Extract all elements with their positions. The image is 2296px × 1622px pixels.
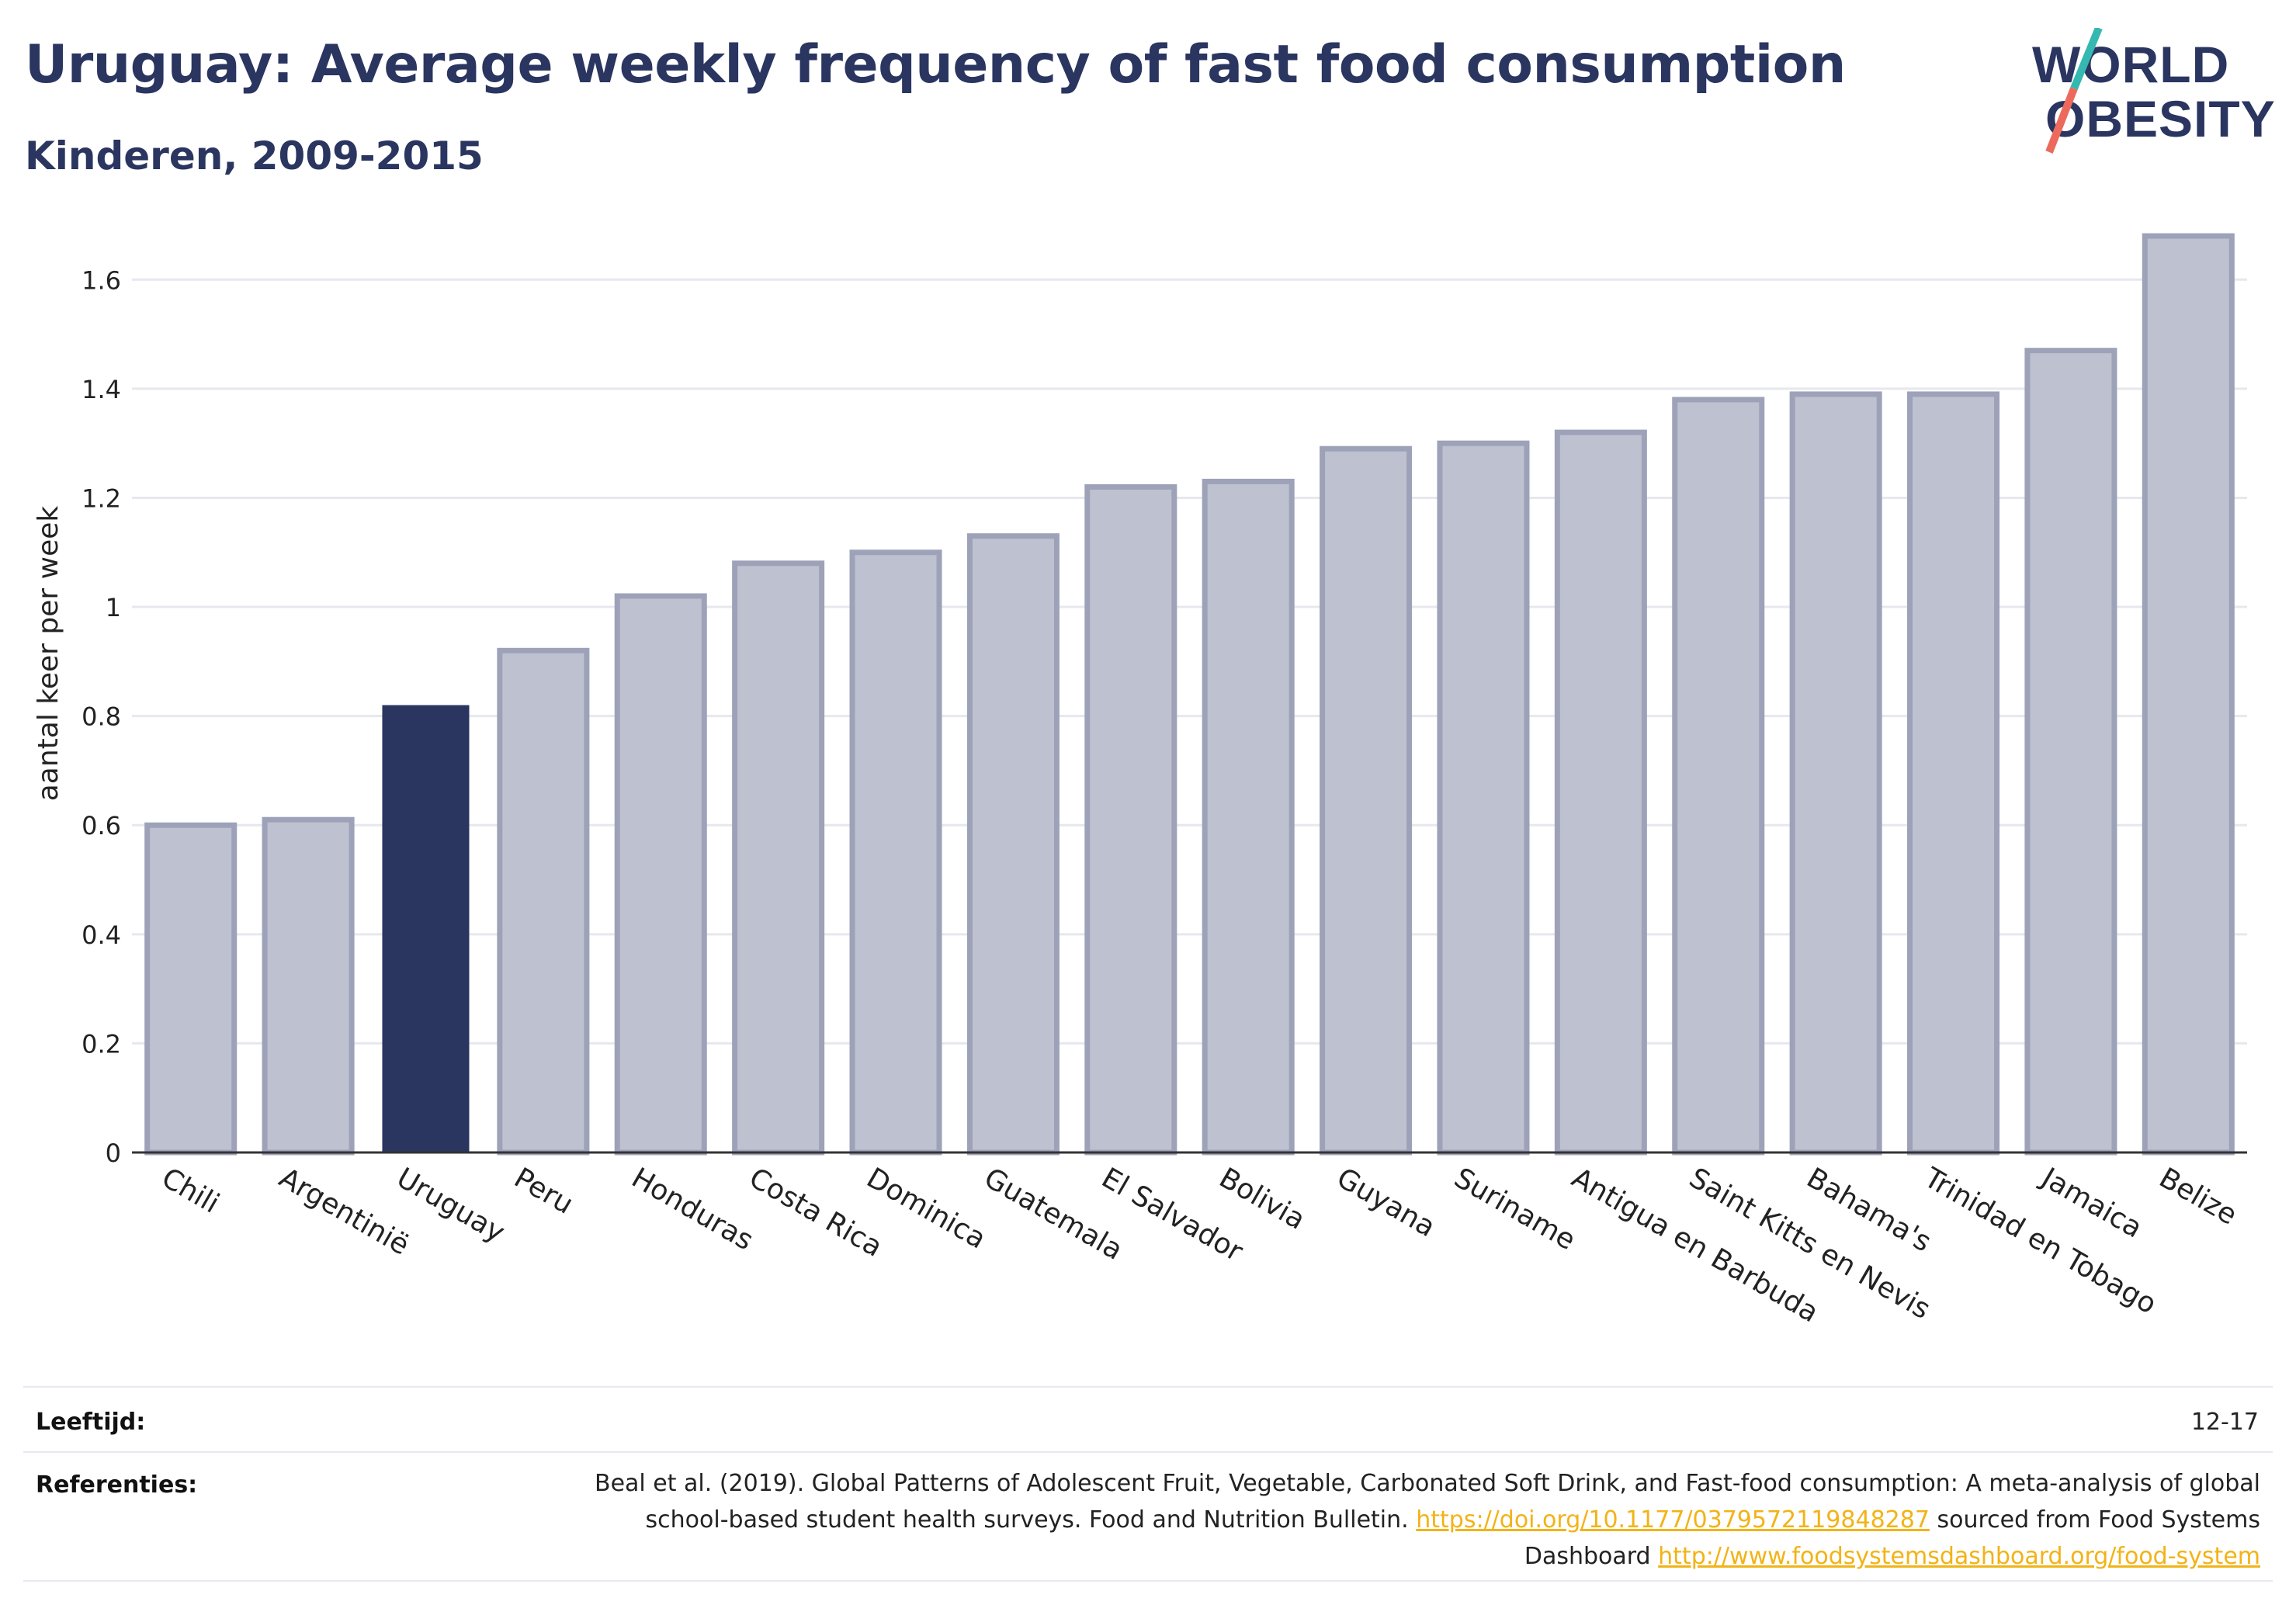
footer-divider-top [23,1386,2273,1388]
logo-slash-coral [2045,87,2078,154]
bar-costa-rica [732,560,825,1156]
references-label: Referenties: [36,1471,198,1499]
bar-belize [2142,233,2235,1156]
logo-word-world: WORLD [2032,36,2229,93]
world-obesity-logo: WORLD OBESITY [2032,28,2276,154]
bar-jamaica [2024,348,2117,1156]
bar-bolivia [1202,478,1295,1156]
doi-link[interactable]: https://doi.org/10.1177/0379572119848287 [1416,1506,1930,1534]
chart-title: Uruguay: Average weekly frequency of fas… [25,34,1846,95]
age-value: 12-17 [2190,1409,2259,1436]
gridlines [132,278,2247,1045]
references-text: Beal et al. (2019). Global Patterns of A… [553,1465,2260,1575]
bar-dominica [849,549,942,1156]
y-tick-label: 1.6 [82,265,121,295]
x-tick-label: Bolivia [1214,1162,1311,1236]
footer-divider-bottom [23,1580,2273,1582]
x-tick-label: Guyana [1331,1162,1441,1243]
y-tick-label: 1.4 [82,375,121,404]
x-tick-label: Argentinië [274,1162,414,1261]
bar-chili [144,822,238,1156]
x-tick-label: Peru [508,1162,578,1221]
y-tick-label: 0.4 [82,920,121,950]
bar-suriname [1437,440,1530,1156]
x-tick-label: Chili [156,1162,224,1219]
y-tick-label: 0.6 [82,811,121,840]
reference-source: sourced from Food Systems Dashboard [1524,1506,2260,1570]
bar-honduras [614,593,707,1156]
y-tick-label: 0 [106,1139,121,1168]
bar-guyana [1320,445,1413,1156]
x-tick-label: Belize [2154,1162,2242,1231]
bar-trinidad-en-tobago [1907,391,2000,1156]
chart-subtitle: Kinderen, 2009-2015 [25,133,484,178]
y-tick-label: 1 [106,593,121,622]
bar-antigua-en-barbuda [1554,429,1647,1156]
age-label: Leeftijd: [36,1409,146,1436]
bar-el-salvador [1084,483,1177,1156]
bar-peru [497,647,590,1156]
y-axis-title: aantal keer per week [33,506,64,802]
logo-slash-teal [2070,28,2103,90]
x-tick-label: Honduras [626,1162,758,1256]
logo-word-obesity: OBESITY [2045,90,2276,147]
bar-uruguay [382,705,470,1152]
dashboard-link[interactable]: http://www.foodsystemsdashboard.org/food… [1658,1543,2260,1570]
bar-argentini- [262,816,355,1156]
bar-saint-kitts-en-nevis [1672,397,1765,1156]
bar-guatemala [966,533,1060,1156]
y-tick-label: 0.8 [82,702,121,732]
x-tick-label: Costa Rica [744,1162,887,1263]
reference-citation: Beal et al. (2019). Global Patterns of A… [594,1470,2260,1534]
y-tick-label: 0.2 [82,1029,121,1059]
bars [144,233,2235,1156]
y-tick-label: 1.2 [82,483,121,513]
x-tick-label: Suriname [1448,1162,1580,1256]
bar-bahama-s [1789,391,1882,1156]
footer-divider-middle [23,1451,2273,1453]
